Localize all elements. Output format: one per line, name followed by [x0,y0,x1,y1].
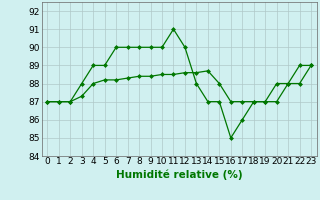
X-axis label: Humidité relative (%): Humidité relative (%) [116,169,243,180]
